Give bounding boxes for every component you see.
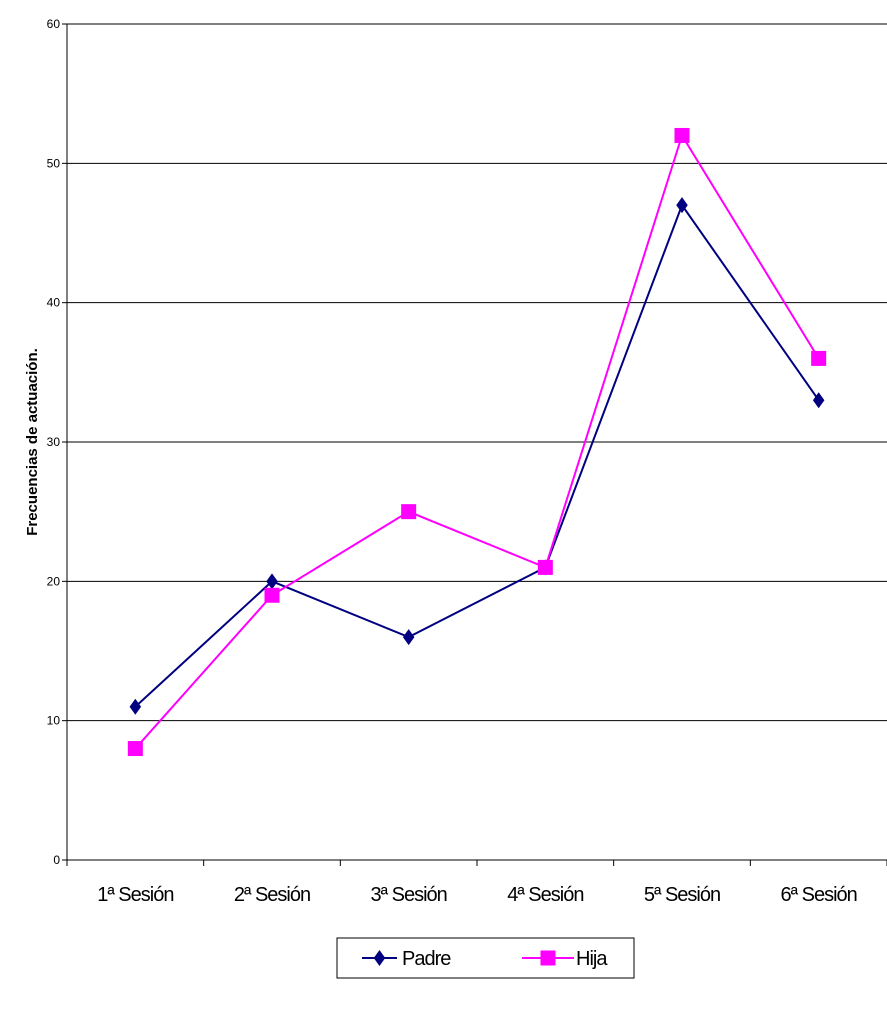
x-tick-label: 2ª Sesión bbox=[234, 884, 310, 906]
data-point-padre bbox=[266, 573, 278, 590]
data-point-padre bbox=[402, 629, 415, 646]
legend-label-padre: Padre bbox=[402, 948, 451, 970]
y-tick-label: 60 bbox=[47, 17, 61, 31]
data-point-hija bbox=[811, 350, 827, 366]
series-layer bbox=[127, 127, 827, 757]
x-tick-label: 3ª Sesión bbox=[371, 884, 447, 906]
data-point-padre bbox=[812, 392, 825, 409]
y-tick-label: 40 bbox=[47, 296, 61, 310]
series-line-hija bbox=[134, 133, 820, 750]
y-tick-label: 50 bbox=[47, 156, 61, 170]
y-tick-label: 20 bbox=[47, 574, 61, 588]
x-tick-label: 6ª Sesión bbox=[781, 884, 857, 906]
data-point-hija bbox=[264, 587, 280, 603]
y-axis-label: Frecuencias de actuación. bbox=[24, 348, 41, 536]
x-tick-label: 1ª Sesión bbox=[97, 884, 173, 906]
series-line-padre bbox=[134, 203, 820, 708]
data-point-padre bbox=[676, 197, 688, 214]
data-point-hija bbox=[674, 127, 690, 143]
data-point-hija bbox=[401, 504, 417, 520]
gridlines bbox=[67, 23, 887, 722]
series-padre bbox=[129, 197, 825, 715]
legend-marker-padre bbox=[373, 950, 386, 966]
y-tick-label: 30 bbox=[47, 435, 61, 449]
legend-marker-hija bbox=[540, 950, 556, 966]
y-tick-labels: 0 10 20 30 40 50 60 bbox=[47, 17, 67, 867]
series-hija bbox=[127, 127, 827, 757]
x-tick-label: 4ª Sesión bbox=[507, 884, 583, 906]
y-tick-label: 0 bbox=[53, 853, 60, 867]
y-tick-label: 10 bbox=[47, 714, 61, 728]
legend: Padre Hija bbox=[336, 937, 635, 979]
data-point-hija bbox=[127, 741, 143, 757]
x-tick-labels: 1ª Sesión 2ª Sesión 3ª Sesión 4ª Sesión 5ª S… bbox=[66, 860, 887, 906]
data-point-hija bbox=[537, 559, 553, 575]
x-tick-label: 5ª Sesión bbox=[644, 884, 720, 906]
data-point-padre bbox=[129, 698, 142, 715]
legend-label-hija: Hija bbox=[576, 948, 608, 970]
